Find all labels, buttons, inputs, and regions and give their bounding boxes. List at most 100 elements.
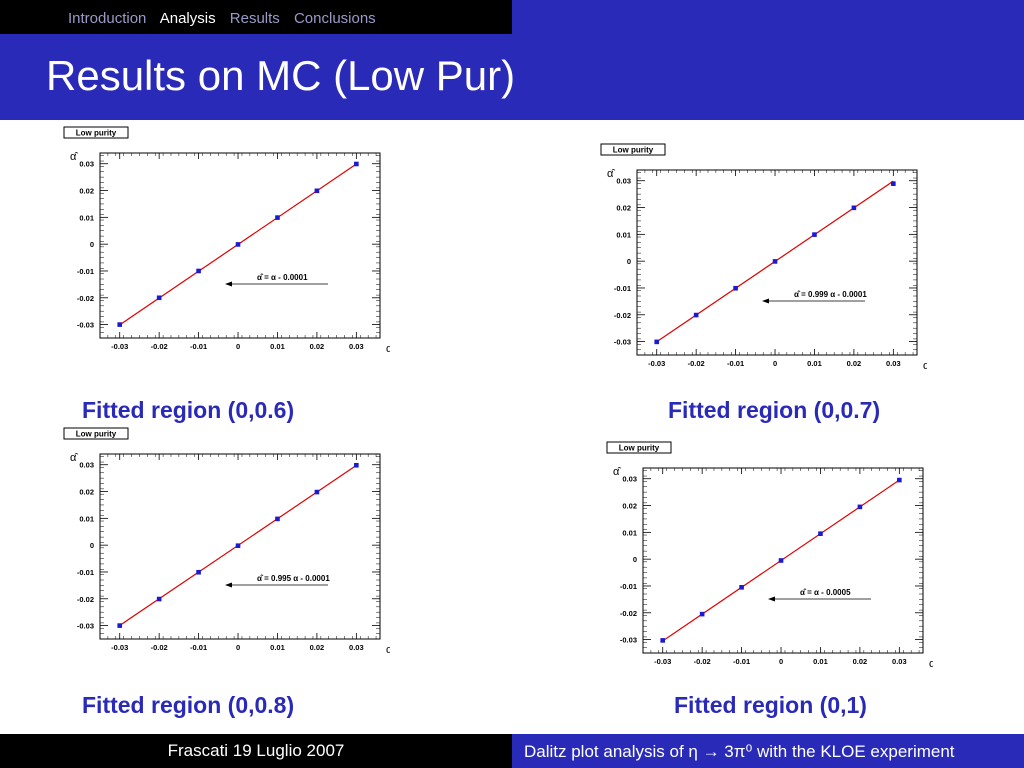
plot-fitted-0-0.7: Low purity -0.03 -0.02 -0.01 0 0.01 0.02 0.03 -0…: [597, 143, 927, 378]
plot-frame: [636, 169, 918, 356]
data-point: [772, 259, 778, 264]
nav-items: Introduction Analysis Results Conclusion…: [68, 10, 386, 27]
x-tick-label: 0.02: [853, 657, 868, 666]
x-tick-label: 0.03: [349, 643, 364, 652]
x-axis-label: α: [386, 343, 390, 355]
y-tick-label: 0.03: [79, 461, 94, 470]
annotation-arrow-head: [225, 281, 232, 287]
y-tick-label: 0.02: [79, 187, 94, 196]
header: Results on MC (Low Pur): [0, 34, 1024, 120]
plot-fitted-0-0.8: Low purity -0.03 -0.02 -0.01 0 0.01 0.02 0.03 -0…: [60, 427, 390, 662]
legend-box: [63, 427, 129, 440]
plot-fitted-0-0.6: Low purity -0.03 -0.02 -0.01 0 0.01 0.02 0.03 -0…: [60, 126, 390, 361]
annotation-arrow-head: [768, 596, 775, 602]
nav-item-results[interactable]: Results: [229, 10, 280, 27]
y-tick-label: -0.01: [620, 582, 637, 591]
y-tick-label: 0.01: [616, 230, 631, 239]
y-tick-label: 0: [90, 240, 94, 249]
x-tick-label: -0.03: [654, 657, 671, 666]
plot-fitted-0-1: Low purity -0.03 -0.02 -0.01 0 0.01 0.02 0.03 -0…: [603, 441, 933, 676]
x-axis-label: α: [923, 360, 927, 372]
data-point: [275, 516, 280, 522]
x-tick-label: -0.01: [190, 342, 207, 351]
legend-box: [600, 143, 666, 156]
x-tick-label: 0: [236, 643, 240, 652]
annotation-arrow-head: [225, 582, 232, 588]
x-tick-label: -0.02: [151, 643, 168, 652]
x-tick-label: 0.01: [807, 359, 822, 368]
data-point: [660, 638, 666, 643]
footer-left: Frascati 19 Luglio 2007: [0, 734, 512, 768]
data-point: [733, 285, 738, 291]
data-point: [812, 232, 817, 237]
nav-bar-right: [512, 0, 1024, 34]
caption-plot-3: Fitted region (0,1): [674, 692, 867, 718]
chart-svg: Low purity -0.03 -0.02 -0.01 0 0.01 0.02 0.03 -0…: [600, 143, 927, 372]
x-axis-label: α: [929, 658, 933, 670]
data-point: [314, 188, 320, 194]
data-point: [156, 596, 162, 602]
chart-title: Low purity: [76, 129, 117, 138]
data-point: [235, 543, 241, 548]
x-tick-label: -0.02: [688, 359, 705, 368]
x-tick-label: 0.01: [270, 643, 285, 652]
nav-bar: Introduction Analysis Results Conclusion…: [0, 0, 512, 34]
y-tick-label: 0.01: [79, 514, 94, 523]
data-point: [699, 611, 705, 617]
y-tick-label: -0.02: [77, 595, 94, 604]
y-tick-label: 0.03: [79, 160, 94, 169]
x-tick-label: -0.01: [733, 657, 750, 666]
data-point: [891, 181, 896, 186]
chart-svg: Low purity -0.03 -0.02 -0.01 0 0.01 0.02 0.03 -0…: [63, 126, 390, 355]
chart-title: Low purity: [619, 444, 660, 453]
y-tick-label: 0: [633, 555, 637, 564]
data-point: [857, 504, 863, 510]
x-tick-label: 0.02: [847, 359, 862, 368]
caption-plot-1: Fitted region (0,0.7): [668, 397, 881, 423]
y-tick-label: 0.02: [622, 502, 637, 511]
x-tick-label: 0.01: [270, 342, 285, 351]
x-tick-label: 0.02: [310, 342, 325, 351]
footer-talk-title: Dalitz plot analysis of η → 3π⁰ with the…: [524, 742, 955, 761]
data-point: [739, 585, 744, 590]
legend-box: [63, 126, 129, 139]
data-point: [354, 161, 359, 167]
y-axis-label: α̂: [70, 452, 78, 464]
x-tick-label: 0.03: [892, 657, 907, 666]
nav-item-introduction[interactable]: Introduction: [68, 10, 147, 27]
data-point: [156, 295, 162, 301]
data-point: [818, 531, 823, 536]
data-point: [354, 462, 359, 468]
y-tick-label: 0: [627, 257, 631, 266]
y-tick-label: 0.02: [79, 488, 94, 497]
y-tick-label: -0.02: [614, 311, 631, 320]
nav-item-analysis[interactable]: Analysis: [159, 10, 216, 27]
y-tick-label: 0.03: [622, 475, 637, 484]
chart-svg: Low purity -0.03 -0.02 -0.01 0 0.01 0.02 0.03 -0…: [606, 441, 933, 670]
annotation-label: α̂ = 0.995 α - 0.0001: [257, 574, 330, 583]
x-tick-label: 0.03: [886, 359, 901, 368]
annotation-label: α̂ = α - 0.0001: [257, 273, 308, 282]
y-tick-label: 0.01: [79, 213, 94, 222]
y-tick-label: -0.02: [77, 294, 94, 303]
y-tick-label: 0.01: [622, 528, 637, 537]
nav-item-conclusions[interactable]: Conclusions: [293, 10, 376, 27]
y-tick-label: 0: [90, 541, 94, 550]
y-axis-label: α̂: [613, 466, 621, 478]
page-title: Results on MC (Low Pur): [46, 52, 516, 99]
x-tick-label: -0.03: [111, 342, 128, 351]
data-point: [196, 569, 201, 575]
y-tick-label: -0.02: [620, 609, 637, 618]
y-tick-label: -0.03: [77, 321, 94, 330]
y-tick-label: -0.01: [614, 284, 631, 293]
chart-title: Low purity: [76, 430, 117, 439]
data-point: [235, 242, 241, 247]
x-tick-label: 0: [236, 342, 240, 351]
x-tick-label: -0.03: [648, 359, 665, 368]
caption-plot-2: Fitted region (0,0.8): [82, 692, 295, 718]
x-tick-label: -0.01: [727, 359, 744, 368]
x-tick-label: 0.01: [813, 657, 828, 666]
data-point: [654, 339, 660, 345]
y-tick-label: -0.03: [620, 636, 637, 645]
chart-svg: Low purity -0.03 -0.02 -0.01 0 0.01 0.02 0.03 -0…: [63, 427, 390, 656]
